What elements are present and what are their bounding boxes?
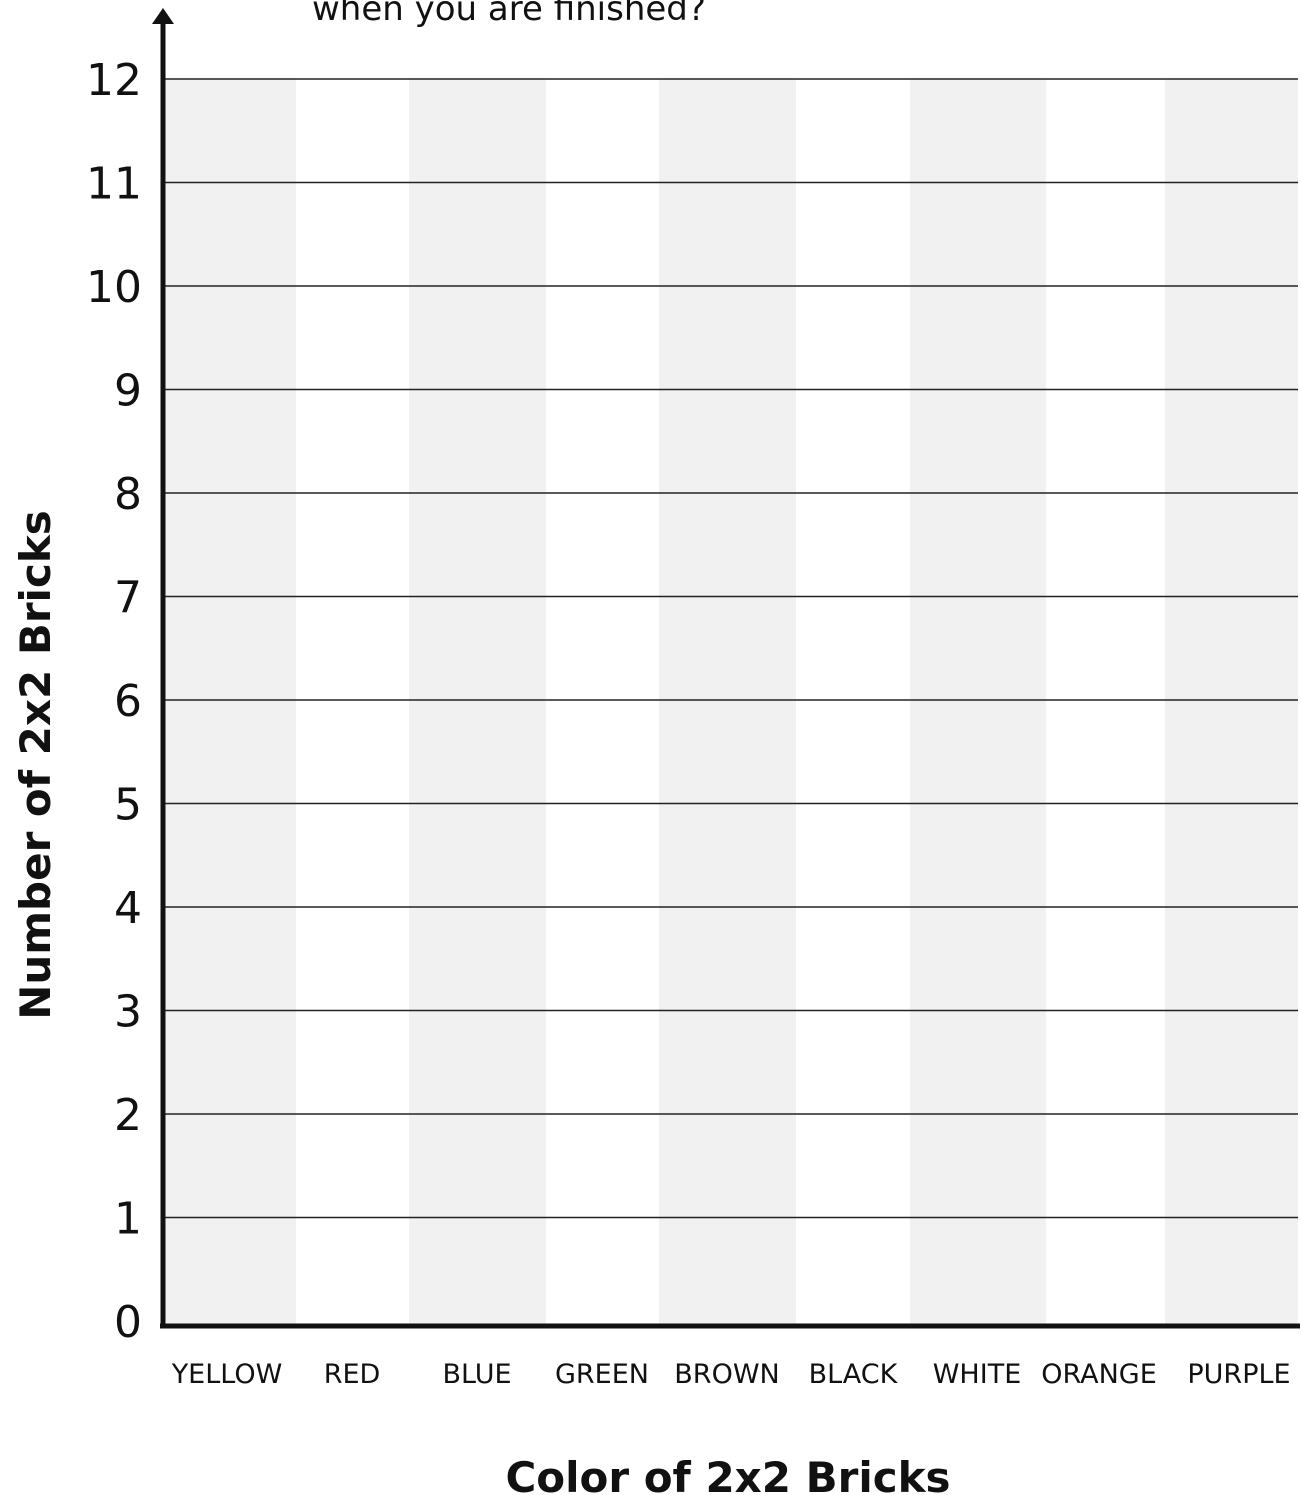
x-category-label-green: GREEN [555, 1359, 649, 1390]
y-tick-label-7: 7 [114, 573, 142, 624]
y-axis-title: Number of 2x2 Bricks [11, 510, 60, 1020]
y-tick-label-8: 8 [114, 469, 142, 520]
x-category-label-white: WHITE [933, 1359, 1022, 1390]
x-category-label-purple: PURPLE [1187, 1359, 1290, 1390]
y-tick-label-0: 0 [114, 1297, 142, 1348]
x-category-label-yellow: YELLOW [171, 1359, 283, 1390]
column-stripe-yellow [165, 79, 296, 1326]
y-tick-label-3: 3 [114, 987, 142, 1038]
gridlines [165, 78, 1298, 1219]
x-category-label-orange: ORANGE [1041, 1359, 1157, 1390]
column-stripe-purple [1165, 79, 1298, 1326]
y-tick-label-4: 4 [114, 883, 142, 934]
y-tick-label-5: 5 [114, 780, 142, 831]
x-axis-title: Color of 2x2 Bricks [505, 1453, 950, 1495]
x-category-label-brown: BROWN [674, 1359, 779, 1390]
y-tick-label-9: 9 [114, 366, 142, 417]
question-text: when you are finished? [312, 0, 706, 29]
y-tick-label-2: 2 [114, 1090, 142, 1141]
column-stripe-blue [409, 79, 546, 1326]
x-category-label-red: RED [324, 1359, 381, 1390]
column-stripe-white [910, 79, 1046, 1326]
x-category-label-blue: BLUE [442, 1359, 511, 1390]
y-tick-label-12: 12 [86, 55, 142, 106]
y-tick-label-1: 1 [114, 1194, 142, 1245]
y-tick-label-6: 6 [114, 676, 142, 727]
column-stripe-brown [659, 79, 796, 1326]
y-tick-label-10: 10 [86, 262, 142, 313]
x-category-label-black: BLACK [809, 1359, 899, 1390]
column-stripes [165, 79, 1298, 1326]
x-category-labels: YELLOW RED BLUE GREEN BROWN BLACK WHITE ORANGE P… [171, 1359, 1291, 1390]
y-tick-label-11: 11 [86, 159, 142, 210]
y-axis-arrow-icon [152, 8, 174, 24]
